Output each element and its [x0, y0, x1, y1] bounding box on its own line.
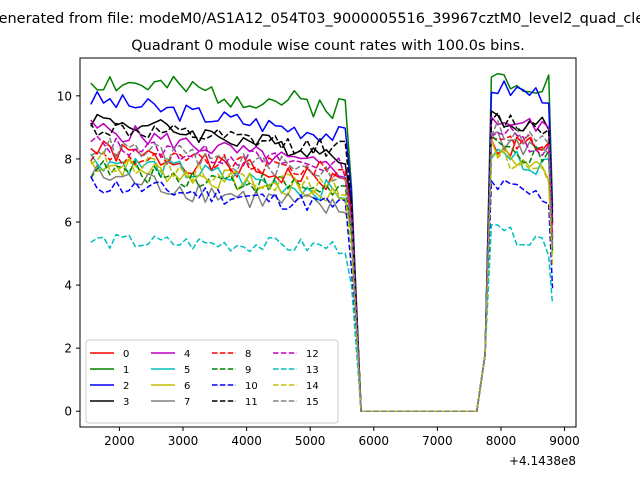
series-layer — [90, 72, 554, 412]
y-tick-label: 8 — [64, 152, 72, 166]
suptitle: Plots generated from file: modeM0/AS1A12… — [0, 11, 640, 27]
y-tick-label: 6 — [64, 216, 72, 230]
x-tick-label: 8000 — [486, 434, 517, 448]
series-line-1 — [90, 72, 554, 412]
legend-label-4: 4 — [184, 349, 190, 360]
x-tick-label: 9000 — [549, 434, 580, 448]
y-tick-label: 10 — [57, 89, 72, 103]
x-tick-label: 6000 — [359, 434, 390, 448]
x-tick-label: 2000 — [104, 434, 135, 448]
series-line-2 — [90, 80, 554, 412]
chart-title: Quadrant 0 module wise count rates with … — [131, 38, 525, 54]
series-line-10 — [90, 176, 554, 412]
y-tick-label: 2 — [64, 342, 72, 356]
series-line-6 — [90, 139, 554, 412]
legend-label-2: 2 — [123, 381, 129, 392]
series-line-7 — [90, 131, 554, 412]
legend-label-11: 11 — [245, 397, 258, 408]
series-line-9 — [90, 134, 554, 412]
legend-label-15: 15 — [306, 397, 319, 408]
legend-label-6: 6 — [184, 381, 190, 392]
series-line-11 — [90, 112, 554, 412]
legend-label-14: 14 — [306, 381, 319, 392]
series-line-15 — [90, 120, 554, 412]
legend-label-1: 1 — [123, 365, 129, 376]
y-ticks: 0 2 4 6 8 10 — [57, 89, 80, 419]
legend-label-8: 8 — [245, 349, 251, 360]
series-line-12 — [90, 126, 554, 412]
legend-label-3: 3 — [123, 397, 129, 408]
legend-label-13: 13 — [306, 365, 319, 376]
x-offset-label: +4.1438e8 — [509, 454, 576, 468]
x-tick-label: 3000 — [168, 434, 199, 448]
x-tick-label: 7000 — [422, 434, 453, 448]
legend-label-7: 7 — [184, 397, 190, 408]
legend-label-10: 10 — [245, 381, 258, 392]
x-ticks: 2000 3000 4000 5000 6000 7000 8000 9000 — [104, 427, 580, 448]
legend-label-9: 9 — [245, 365, 251, 376]
legend-label-0: 0 — [123, 349, 129, 360]
series-line-8 — [90, 134, 554, 412]
axes-frame — [79, 57, 577, 428]
legend-label-12: 12 — [306, 349, 319, 360]
legend-label-5: 5 — [184, 365, 190, 376]
series-line-13 — [90, 223, 554, 412]
legend-frame — [85, 339, 339, 424]
x-tick-label: 5000 — [295, 434, 326, 448]
x-tick-label: 4000 — [231, 434, 262, 448]
y-tick-label: 4 — [64, 279, 72, 293]
y-tick-label: 0 — [64, 405, 72, 419]
